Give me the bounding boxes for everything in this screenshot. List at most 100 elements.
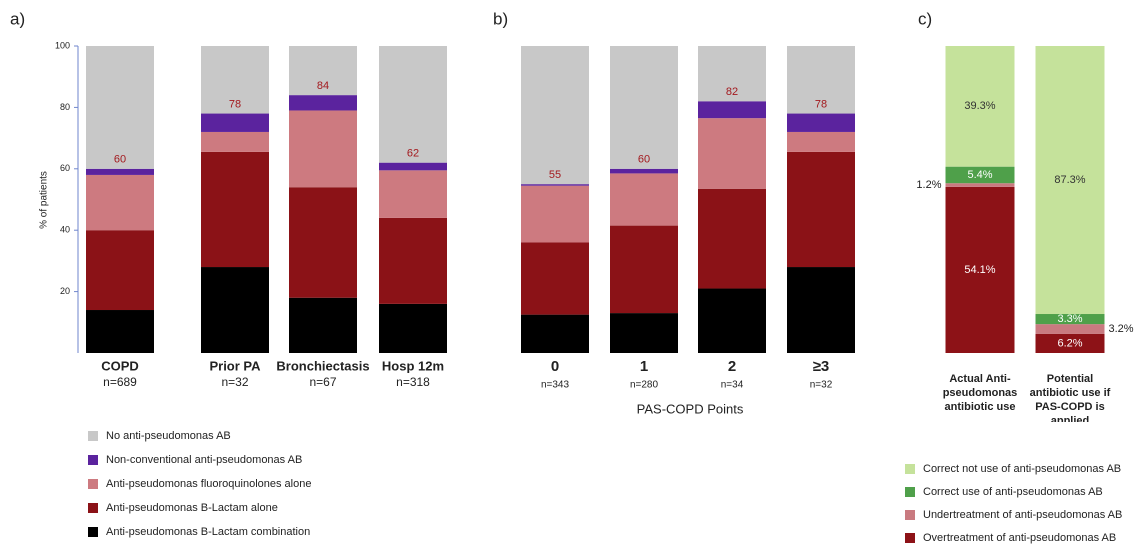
bar-segment: [787, 46, 855, 114]
legend-swatch: [88, 455, 98, 465]
bar-segment: [1035, 314, 1105, 325]
legend-label: Anti-pseudomonas B-Lactam alone: [106, 502, 278, 514]
x-tick-label-box: Actual Anti-pseudomonas antibiotic use: [942, 373, 1018, 413]
bar-segment: [610, 168, 678, 174]
sample-size: n=689: [103, 375, 137, 389]
y-tick-label: 60: [60, 163, 70, 173]
total-label: 62: [407, 148, 419, 160]
x-tick-label: Potential antibiotic use if PAS-COPD is …: [1029, 373, 1111, 422]
bar-segment: [201, 267, 269, 353]
x-axis-label: PAS-COPD Points: [637, 401, 744, 416]
legend-label: Correct not use of anti-pseudomonas AB: [923, 463, 1121, 475]
panel-label: a): [10, 9, 25, 28]
legend-swatch: [88, 431, 98, 441]
bar-segment: [521, 242, 589, 315]
legend-label: Anti-pseudomonas fluoroquinolones alone: [106, 478, 311, 490]
y-tick-label: 100: [55, 40, 70, 50]
x-tick-label: 0: [551, 358, 559, 375]
x-tick-label: Hosp 12m: [382, 358, 444, 373]
legend-label: Undertreatment of anti-pseudomonas AB: [923, 509, 1122, 521]
x-tick-label: COPD: [101, 358, 139, 373]
legend-label: Overtreatment of anti-pseudomonas AB: [923, 532, 1116, 544]
total-label: 82: [726, 86, 738, 98]
bar-segment: [945, 46, 1015, 167]
bar-segment: [698, 118, 766, 189]
bar-segment: [201, 151, 269, 268]
y-tick-label: 20: [60, 286, 70, 296]
bar-segment: [86, 174, 154, 231]
x-tick-label: Bronchiectasis: [276, 358, 369, 373]
bar-segment: [201, 131, 269, 152]
sample-size: n=318: [396, 375, 430, 389]
legend-label: Non-conventional anti-pseudomonas AB: [106, 454, 302, 466]
x-tick-label: Actual Anti-pseudomonas antibiotic use: [942, 373, 1018, 413]
x-tick-label: Prior PA: [209, 358, 261, 373]
bar-segment: [1035, 324, 1105, 334]
bar-segment: [787, 151, 855, 268]
bar-segment: [521, 314, 589, 353]
bar-segment: [86, 310, 154, 353]
sample-size: n=67: [309, 375, 336, 389]
bar-segment: [945, 166, 1015, 184]
panel-label: b): [493, 9, 508, 28]
bar-segment: [787, 113, 855, 132]
legend-label: Correct use of anti-pseudomonas AB: [923, 486, 1103, 498]
bar-segment: [86, 230, 154, 311]
value-label: 3.3%: [1057, 313, 1082, 325]
sample-size: n=343: [541, 380, 570, 391]
value-label: 87.3%: [1054, 174, 1085, 186]
total-label: 60: [114, 154, 126, 166]
value-label: 3.2%: [1109, 323, 1134, 335]
bar-segment: [289, 110, 357, 188]
legend-swatch: [88, 503, 98, 513]
x-tick-label-box: Potential antibiotic use if PAS-COPD is …: [1029, 373, 1111, 422]
bar-segment: [1035, 46, 1105, 315]
bar-segment: [289, 46, 357, 96]
bar-segment: [698, 188, 766, 289]
bar-segment: [379, 217, 447, 304]
bar-segment: [521, 184, 589, 186]
bar-segment: [610, 46, 678, 169]
bar-segment: [289, 187, 357, 298]
bar-segment: [289, 297, 357, 353]
sample-size: n=280: [630, 380, 659, 391]
total-label: 60: [638, 154, 650, 166]
bar-segment: [379, 46, 447, 163]
bar-segment: [698, 46, 766, 102]
bar-segment: [1035, 333, 1105, 353]
legend-swatch: [88, 479, 98, 489]
total-label: 84: [317, 80, 329, 92]
panel-label: c): [918, 9, 932, 28]
value-label: 54.1%: [964, 264, 995, 276]
legend-label: Anti-pseudomonas B-Lactam combination: [106, 526, 310, 538]
sample-size: n=32: [810, 380, 833, 391]
value-label: 6.2%: [1057, 337, 1082, 349]
value-label: 39.3%: [964, 100, 995, 112]
bar-segment: [698, 101, 766, 119]
bar-segment: [201, 113, 269, 132]
bar-segment: [86, 46, 154, 169]
bar-segment: [379, 162, 447, 171]
bar-segment: [289, 95, 357, 111]
total-label: 78: [815, 98, 827, 110]
y-tick-label: 40: [60, 225, 70, 235]
sample-size: n=32: [221, 375, 248, 389]
legend-swatch: [905, 464, 915, 474]
bar-segment: [945, 183, 1015, 187]
bar-segment: [787, 267, 855, 353]
bar-segment: [201, 46, 269, 114]
total-label: 55: [549, 169, 561, 181]
legend-label: No anti-pseudomonas AB: [106, 430, 231, 442]
sample-size: n=34: [721, 380, 744, 391]
x-tick-label: ≥3: [813, 358, 830, 375]
legend-swatch: [905, 533, 915, 543]
y-axis-label: % of patients: [39, 171, 50, 229]
legend-swatch: [905, 487, 915, 497]
value-label: 1.2%: [916, 179, 941, 191]
legend-swatch: [88, 527, 98, 537]
x-tick-label: 2: [728, 358, 736, 375]
bar-segment: [610, 313, 678, 353]
bar-segment: [379, 170, 447, 218]
x-tick-label: 1: [640, 358, 648, 375]
